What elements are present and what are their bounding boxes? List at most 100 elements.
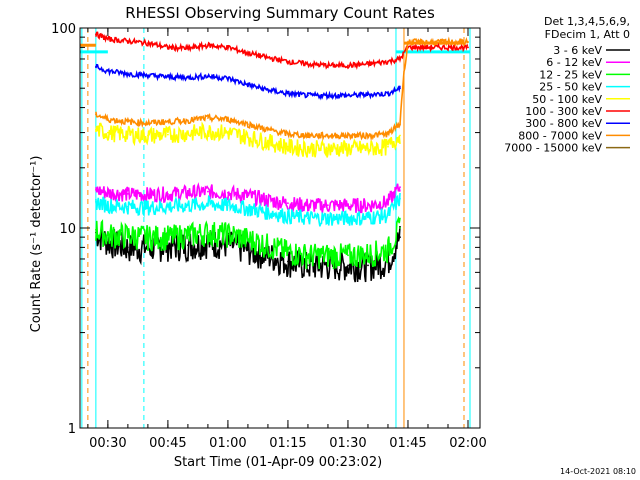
series-1-point-1 xyxy=(107,191,109,194)
series-7-point-2 xyxy=(127,120,129,123)
series-6-point-10 xyxy=(287,92,289,95)
series-3-point-3 xyxy=(147,206,149,209)
legend-header-line-2: FDecim 1, Att 0 xyxy=(545,28,630,41)
series-5-point-1 xyxy=(107,38,109,40)
series-2-point-12 xyxy=(327,254,329,257)
series-5-point-14 xyxy=(367,63,369,65)
x-tick-label-2: 01:00 xyxy=(209,436,246,451)
legend-label-1: 6 - 12 keV xyxy=(546,56,602,69)
series-1-point-2 xyxy=(127,193,129,195)
series-line-1 xyxy=(95,182,401,214)
series-7-point-8 xyxy=(247,123,249,126)
series-0-point-5 xyxy=(187,244,189,247)
series-2-point-4 xyxy=(167,236,169,239)
series-3-point-11 xyxy=(307,217,309,220)
series-3-point-12 xyxy=(327,217,329,220)
series-7-point-9 xyxy=(267,128,269,131)
series-line-6 xyxy=(95,63,401,101)
plot-frame xyxy=(79,27,481,429)
series-6-point-4 xyxy=(167,75,169,78)
series-4-point-6 xyxy=(207,130,209,133)
series-4-point-9 xyxy=(267,140,269,143)
timestamp: 14-Oct-2021 08:10 xyxy=(560,467,636,476)
series-2-point-1 xyxy=(107,234,109,237)
series-4-point-4 xyxy=(167,133,169,136)
series-6-point-14 xyxy=(367,93,369,96)
series-3-point-13 xyxy=(347,217,349,220)
series-0-point-8 xyxy=(247,248,249,251)
series-5-point-18 xyxy=(467,46,469,49)
series-2-point-2 xyxy=(127,234,129,237)
series-4-point-12 xyxy=(327,147,329,150)
series-6-point-1 xyxy=(107,70,109,72)
series-1-point-4 xyxy=(167,193,169,195)
series-4-point-15 xyxy=(387,145,389,148)
series-6-point-0 xyxy=(95,65,97,68)
series-2-point-15 xyxy=(387,248,389,251)
series-7-point-17 xyxy=(407,41,409,43)
series-3-point-9 xyxy=(267,211,269,214)
series-2-point-14 xyxy=(367,253,369,256)
y-tick-label-2: 100 xyxy=(51,22,76,37)
series-7-point-15 xyxy=(387,133,389,135)
series-2-point-16 xyxy=(399,227,401,229)
series-2-point-10 xyxy=(287,250,289,253)
series-4-point-11 xyxy=(307,147,309,150)
series-1-point-7 xyxy=(227,191,229,194)
series-1-point-16 xyxy=(399,186,401,189)
legend-label-8: 7000 - 15000 keV xyxy=(504,142,602,155)
legend-label-7: 800 - 7000 keV xyxy=(518,129,602,142)
series-3-point-4 xyxy=(167,205,169,208)
series-3-point-0 xyxy=(95,201,97,203)
series-5-point-16 xyxy=(399,58,401,60)
series-6-point-7 xyxy=(227,77,229,80)
series-5-point-10 xyxy=(287,60,289,63)
series-line-7 xyxy=(95,36,469,142)
legend-label-5: 100 - 300 keV xyxy=(525,105,602,118)
series-6-point-12 xyxy=(327,94,329,97)
series-line-4 xyxy=(95,121,401,158)
series-5-point-9 xyxy=(267,56,269,59)
series-5-point-3 xyxy=(147,42,149,44)
series-1-point-10 xyxy=(287,202,289,205)
series-4-point-1 xyxy=(107,131,109,134)
series-5-point-11 xyxy=(307,63,309,65)
series-5-point-2 xyxy=(127,40,129,42)
series-7-point-3 xyxy=(147,122,149,124)
series-4-point-16 xyxy=(399,134,401,137)
x-tick-label-1: 00:45 xyxy=(149,436,186,451)
series-4-point-3 xyxy=(147,134,149,137)
series-4-point-8 xyxy=(247,136,249,138)
series-6-point-5 xyxy=(187,76,189,79)
series-7-point-14 xyxy=(367,134,369,137)
series-5-point-8 xyxy=(247,52,249,54)
series-7-point-4 xyxy=(167,120,169,123)
chart-title: RHESSI Observing Summary Count Rates xyxy=(125,4,435,22)
series-6-point-2 xyxy=(127,72,129,75)
series-3-point-8 xyxy=(247,207,249,210)
series-2-point-8 xyxy=(247,238,249,241)
series-0-point-11 xyxy=(307,264,309,267)
series-5-point-4 xyxy=(167,46,169,49)
series-6-point-6 xyxy=(207,75,209,77)
series-5-point-13 xyxy=(347,64,349,67)
series-1-point-12 xyxy=(327,204,329,207)
series-0-point-16 xyxy=(399,236,401,239)
x-tick-label-4: 01:30 xyxy=(329,436,366,451)
series-6-point-8 xyxy=(247,83,249,86)
y-tick-label-0: 1 xyxy=(68,422,76,437)
series-6-point-16 xyxy=(399,87,401,90)
series-4-point-5 xyxy=(187,132,189,135)
x-axis-label: Start Time (01-Apr-09 00:23:02) xyxy=(174,455,382,470)
series-2-point-6 xyxy=(207,231,209,234)
series-3-point-2 xyxy=(127,205,129,208)
series-7-point-12 xyxy=(327,134,329,137)
series-6-point-11 xyxy=(307,94,309,97)
series-7-point-6 xyxy=(207,117,209,119)
series-5-point-15 xyxy=(387,60,389,63)
series-0-point-13 xyxy=(347,264,349,267)
series-4-point-14 xyxy=(367,147,369,150)
series-5-point-5 xyxy=(187,47,189,50)
series-7-point-0 xyxy=(95,113,97,116)
series-6-point-9 xyxy=(267,89,269,91)
